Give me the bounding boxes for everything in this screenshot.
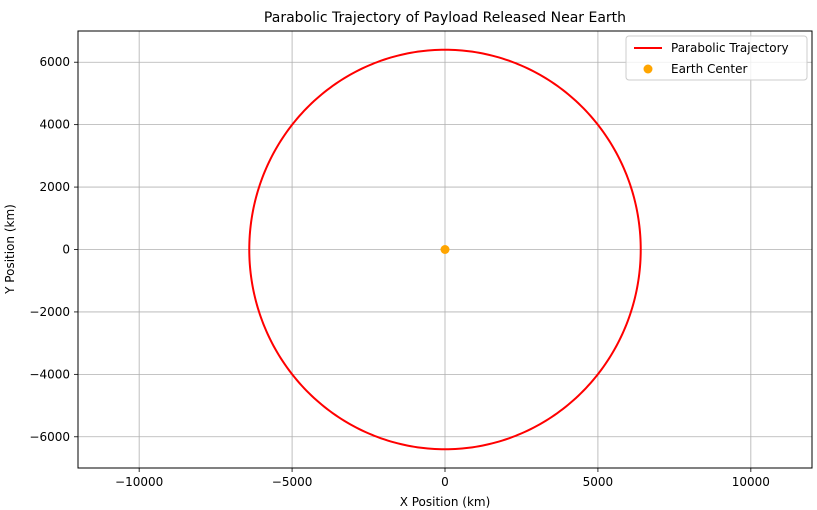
x-axis-label: X Position (km) [400,495,491,509]
legend-dot-marker [643,64,653,74]
legend-label-trajectory: Parabolic Trajectory [671,41,789,55]
legend-box [625,35,808,81]
x-tick-label: 0 [441,475,449,489]
x-ticks: −10000 −5000 0 5000 10000 [115,468,770,489]
y-tick-label: −2000 [29,305,70,319]
trajectory-line [248,48,642,451]
earth-center-point [440,245,450,254]
y-tick-label: −6000 [29,430,70,444]
y-ticks: −6000 −4000 −2000 0 2000 4000 6000 [29,55,78,444]
legend-label-earth-center: Earth Center [671,62,747,76]
y-tick-label: 0 [62,243,70,257]
y-tick-label: 4000 [39,118,70,132]
chart-title: Parabolic Trajectory of Payload Released… [264,10,626,26]
legend: Parabolic Trajectory Earth Center [625,35,808,81]
y-tick-label: −4000 [29,367,70,381]
x-tick-label: −5000 [272,475,313,489]
y-axis-label: Y Position (km) [3,204,17,295]
y-tick-label: 2000 [39,180,70,194]
x-tick-label: −10000 [115,475,163,489]
x-tick-label: 5000 [583,475,614,489]
series-layer [248,48,642,451]
x-tick-label: 10000 [732,475,770,489]
y-tick-label: 6000 [39,55,70,69]
